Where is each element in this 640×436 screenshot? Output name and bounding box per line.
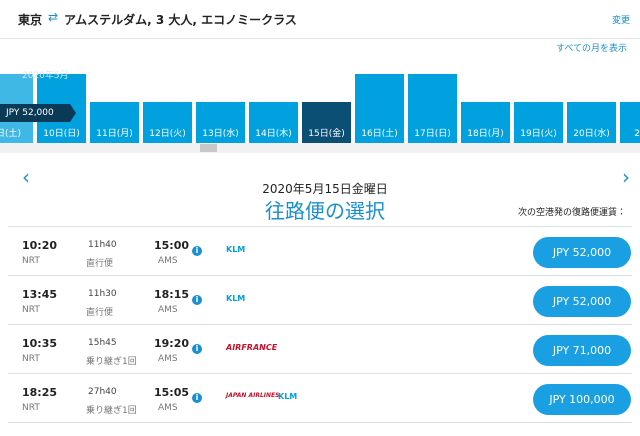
flight-row: 18:25 NRT 27h40 乗り継ぎ1回 15:05 AMS i JAPAN AIRLIN… (8, 374, 632, 423)
departure-time: 13:45 (22, 288, 58, 301)
swap-icon[interactable]: ⇄ (48, 10, 59, 24)
date-bar[interactable]: 19日(火) (514, 102, 563, 143)
info-icon[interactable]: i (192, 246, 202, 256)
selected-date: 2020年5月15日金曜日 (262, 182, 388, 196)
section-title: 往路便の選択 (265, 199, 385, 223)
duration: 11h30 (88, 289, 117, 299)
date-bar[interactable]: 15日(金) (302, 102, 351, 143)
scrollbar[interactable] (0, 143, 640, 153)
info-icon[interactable]: i (192, 393, 202, 403)
flight-row: 10:35 NRT 15h45 乗り継ぎ1回 19:20 AMS i AIRFRANCE JPY… (8, 325, 632, 374)
stops: 直行便 (86, 259, 114, 269)
month-label: 2020年5月 (22, 71, 69, 81)
arrival-time: 15:05 (154, 386, 190, 399)
departure-time: 10:20 (22, 239, 58, 252)
date-bar[interactable]: 12日(火) (143, 102, 192, 143)
date-bar[interactable]: 11日(月) (90, 102, 139, 143)
change-link[interactable]: 変更 (612, 16, 631, 26)
airline-logo: KLM (226, 245, 246, 254)
arrival-airport: AMS (158, 354, 178, 364)
show-all-months[interactable]: すべての月を表示 (556, 44, 628, 54)
flight-row: 10:20 NRT 11h40 直行便 15:00 AMS i KLM JPY 52,000 (8, 227, 632, 276)
list-top-border (8, 226, 632, 227)
airline-logo: JAPAN AIRLINES (226, 392, 280, 399)
arrival-time: 19:20 (154, 337, 190, 350)
date-label: 20日(水) (573, 129, 610, 139)
date-bar[interactable]: 21日 (620, 102, 640, 143)
duration: 11h40 (88, 240, 117, 250)
date-bar[interactable]: 14日(木) (249, 102, 298, 143)
airline-logo: AIRFRANCE (226, 343, 278, 352)
header-bar (0, 0, 640, 39)
arrival-airport: AMS (158, 256, 178, 266)
date-label: 18日(月) (467, 129, 504, 139)
arrival-airport: AMS (158, 403, 178, 413)
departure-time: 18:25 (22, 386, 58, 399)
date-bar[interactable]: 16日(土) (355, 74, 404, 143)
price-button[interactable]: JPY 52,000 (533, 237, 631, 268)
date-label: 10日(日) (43, 129, 80, 139)
trip-summary: アムステルダム, 3 大人, エコノミークラス (64, 13, 297, 27)
departure-airport: NRT (22, 256, 40, 266)
info-icon[interactable]: i (192, 344, 202, 354)
arrival-time: 18:15 (154, 288, 190, 301)
flight-row: 13:45 NRT 11h30 直行便 18:15 AMS i KLM JPY 52,000 (8, 276, 632, 325)
stops: 乗り継ぎ1回 (86, 406, 137, 416)
date-bar[interactable]: 20日(水) (567, 102, 616, 143)
date-label: 日(土) (0, 129, 22, 139)
info-icon[interactable]: i (192, 295, 202, 305)
date-label: 17日(日) (414, 129, 451, 139)
price-button[interactable]: JPY 52,000 (533, 286, 631, 317)
date-label: 13日(水) (202, 129, 239, 139)
scroll-thumb[interactable] (200, 144, 217, 152)
date-bar[interactable]: 17日(日) (408, 74, 457, 143)
price-button[interactable]: JPY 100,000 (533, 384, 631, 415)
airline-logo: KLM (278, 392, 298, 401)
next-arrow[interactable]: › (622, 165, 630, 189)
departure-airport: NRT (22, 354, 40, 364)
date-label: 11日(月) (96, 129, 133, 139)
departure-airport: NRT (22, 305, 40, 315)
date-label: 15日(金) (308, 129, 345, 139)
date-label: 12日(火) (149, 129, 186, 139)
date-bar[interactable]: 13日(水) (196, 102, 245, 143)
date-bar[interactable]: 18日(月) (461, 102, 510, 143)
duration: 15h45 (88, 338, 117, 348)
prev-arrow[interactable]: ‹ (22, 165, 30, 189)
date-label: 16日(土) (361, 129, 398, 139)
origin: 東京 (18, 13, 43, 27)
price-tooltip: JPY 52,000 (0, 104, 70, 122)
date-label: 19日(火) (520, 129, 557, 139)
tooltip-arrow (70, 104, 76, 122)
stops: 乗り継ぎ1回 (86, 357, 137, 367)
stops: 直行便 (86, 308, 114, 318)
departure-time: 10:35 (22, 337, 58, 350)
departure-airport: NRT (22, 403, 40, 413)
arrival-time: 15:00 (154, 239, 190, 252)
arrival-airport: AMS (158, 305, 178, 315)
return-note: 次の空港発の復路便運賃： (518, 208, 627, 218)
price-button[interactable]: JPY 71,000 (533, 335, 631, 366)
duration: 27h40 (88, 387, 117, 397)
airline-logo: KLM (226, 294, 246, 303)
date-label: 14日(木) (255, 129, 292, 139)
date-label: 21日 (634, 129, 640, 139)
calendar: 日(土) 10日(日) 11日(月) 12日(火) 13日(水) 14日(木) 15日(金)… (0, 56, 640, 144)
